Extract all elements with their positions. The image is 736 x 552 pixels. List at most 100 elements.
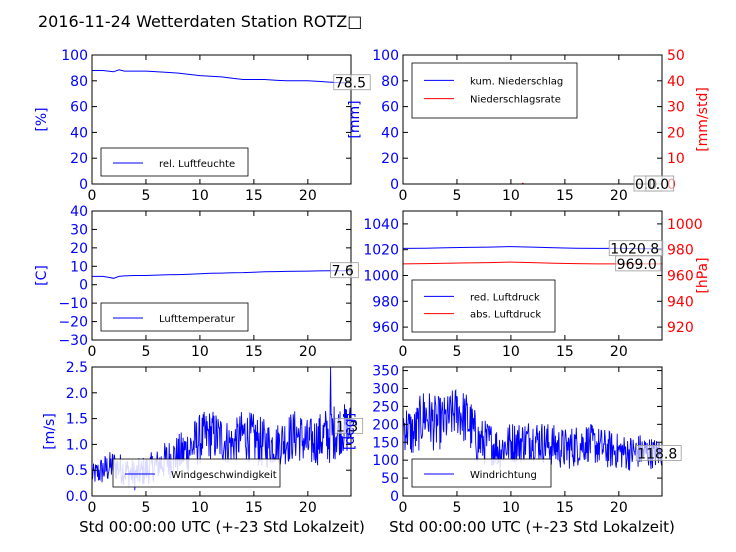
y-right-tick-label: 960	[667, 269, 694, 285]
figure-title: 2016-11-24 Wetterdaten Station ROTZ□	[38, 12, 362, 31]
annotation-box	[635, 445, 682, 461]
y-tick-label: 40	[70, 204, 88, 220]
y-tick-label: −10	[58, 296, 88, 312]
x-tick-label: 0	[88, 500, 97, 516]
y-tick-label: 80	[70, 74, 88, 90]
y-tick-label: 100	[372, 453, 399, 469]
y-tick-label: 250	[372, 399, 399, 415]
annotation-box	[330, 262, 359, 279]
series-line-temperature-0	[92, 270, 351, 279]
series-line-precipitation-1	[403, 182, 662, 184]
y-axis-label: [mm]	[347, 100, 363, 138]
y-axis-label: [m/s]	[42, 413, 58, 450]
y-tick-label: 0	[390, 177, 399, 193]
y-tick-label: −20	[58, 315, 88, 331]
x-tick-label: 5	[452, 188, 461, 204]
annotation-label: 969.0	[617, 257, 657, 273]
legend-label: rel. Luftfeuchte	[159, 159, 235, 170]
y-tick-label: 10	[70, 259, 88, 275]
panel-pressure: 0 5 10 15 20 960 980 1000 1020 1040 920 940 960 980 10…	[363, 210, 711, 360]
x-tick-label: 0	[399, 188, 408, 204]
y-tick-label: 980	[372, 294, 399, 310]
y-tick-label: 1020	[363, 243, 399, 259]
x-tick-label: 10	[502, 500, 520, 516]
y-right-tick-label: 980	[667, 243, 694, 259]
x-tick-label: 0	[88, 188, 97, 204]
series-line-winddir-0	[403, 388, 662, 471]
y-tick-label: 350	[372, 364, 399, 380]
legend-label: Windgeschwindigkeit	[171, 470, 277, 481]
plot-frame	[402, 366, 663, 497]
y-tick-label: 0.5	[66, 463, 88, 479]
y-right-tick-label: 30	[667, 100, 685, 116]
x-tick-label: 5	[452, 500, 461, 516]
y-right-axis-label: [hPa]	[695, 257, 711, 293]
y-tick-label: 1.5	[66, 412, 88, 428]
y-tick-label: −30	[58, 333, 88, 349]
panel-precipitation: 05101520020406080100[mm]01020304050[mm/s…	[347, 48, 711, 204]
x-tick-label: 5	[141, 188, 150, 204]
annotation-box	[615, 255, 662, 272]
annotation-label: 118.8	[637, 446, 677, 462]
legend-box	[411, 279, 556, 333]
legend-box	[112, 458, 281, 488]
y-axis-label: [%]	[34, 107, 50, 131]
annotation-box	[333, 74, 371, 91]
y-tick-label: 80	[381, 74, 399, 90]
y-tick-label: 0.0	[66, 489, 88, 505]
annotation-box	[645, 175, 675, 192]
legend-label: kum. Niederschlag	[470, 76, 563, 87]
annotation-label: 7.6	[332, 264, 354, 280]
x-tick-label: 20	[299, 188, 317, 204]
y-tick-label: 60	[70, 100, 88, 116]
y-tick-label: 300	[372, 382, 399, 398]
y-tick-label: 2.0	[66, 386, 88, 402]
x-tick-label: 15	[245, 500, 263, 516]
y-tick-label: 2.5	[66, 360, 88, 376]
y-right-tick-label: 1000	[667, 217, 703, 233]
y-tick-label: 1000	[363, 269, 399, 285]
y-tick-label: 60	[381, 100, 399, 116]
y-tick-label: 20	[381, 151, 399, 167]
legend-box	[100, 302, 249, 332]
y-tick-label: 1.0	[66, 437, 88, 453]
x-tick-label: 10	[191, 500, 209, 516]
annotation-label: 1.3	[336, 419, 358, 435]
x-tick-label: 20	[299, 500, 317, 516]
y-tick-label: 200	[372, 417, 399, 433]
annotation-label: 78.5	[335, 76, 366, 92]
y-tick-label: 30	[70, 222, 88, 238]
y-tick-label: 50	[381, 471, 399, 487]
x-tick-label: 10	[502, 344, 520, 360]
x-tick-label: 10	[502, 188, 520, 204]
x-tick-label: 0	[399, 500, 408, 516]
legend-label: Niederschlagsrate	[470, 95, 561, 106]
y-tick-label: 40	[70, 125, 88, 141]
x-axis-label-right: Std 00:00:00 UTC (+-23 Std Lokalzeit)	[389, 518, 675, 536]
x-tick-label: 20	[610, 500, 628, 516]
y-axis-label: [deg]	[342, 413, 358, 450]
panel-humidity: 0 5 10 15 20 0 20 40 60 80 100 [%] rel. Luftfeuchte 7…	[34, 48, 371, 204]
legend-label: Windrichtung	[470, 470, 537, 481]
y-tick-label: 0	[390, 489, 399, 505]
y-tick-label: 20	[70, 151, 88, 167]
x-tick-label: 20	[299, 344, 317, 360]
plot-frame	[402, 54, 663, 185]
legend-box	[100, 147, 249, 177]
y-right-axis-label: [mm/std]	[695, 87, 711, 152]
legend-label: abs. Luftdruck	[470, 310, 541, 321]
y-axis-label: [C]	[34, 265, 50, 286]
x-tick-label: 15	[556, 500, 574, 516]
annotation-box	[334, 417, 364, 434]
annotation-label: 0.0	[647, 177, 669, 193]
y-right-tick-label: 940	[667, 294, 694, 310]
y-tick-label: 100	[372, 48, 399, 64]
x-tick-label: 10	[191, 188, 209, 204]
x-tick-label: 5	[141, 344, 150, 360]
x-axis-label-left: Std 00:00:00 UTC (+-23 Std Lokalzeit)	[79, 518, 365, 536]
x-tick-label: 20	[610, 344, 628, 360]
x-tick-label: 15	[556, 188, 574, 204]
y-tick-label: 20	[70, 241, 88, 257]
legend-box	[411, 62, 578, 119]
